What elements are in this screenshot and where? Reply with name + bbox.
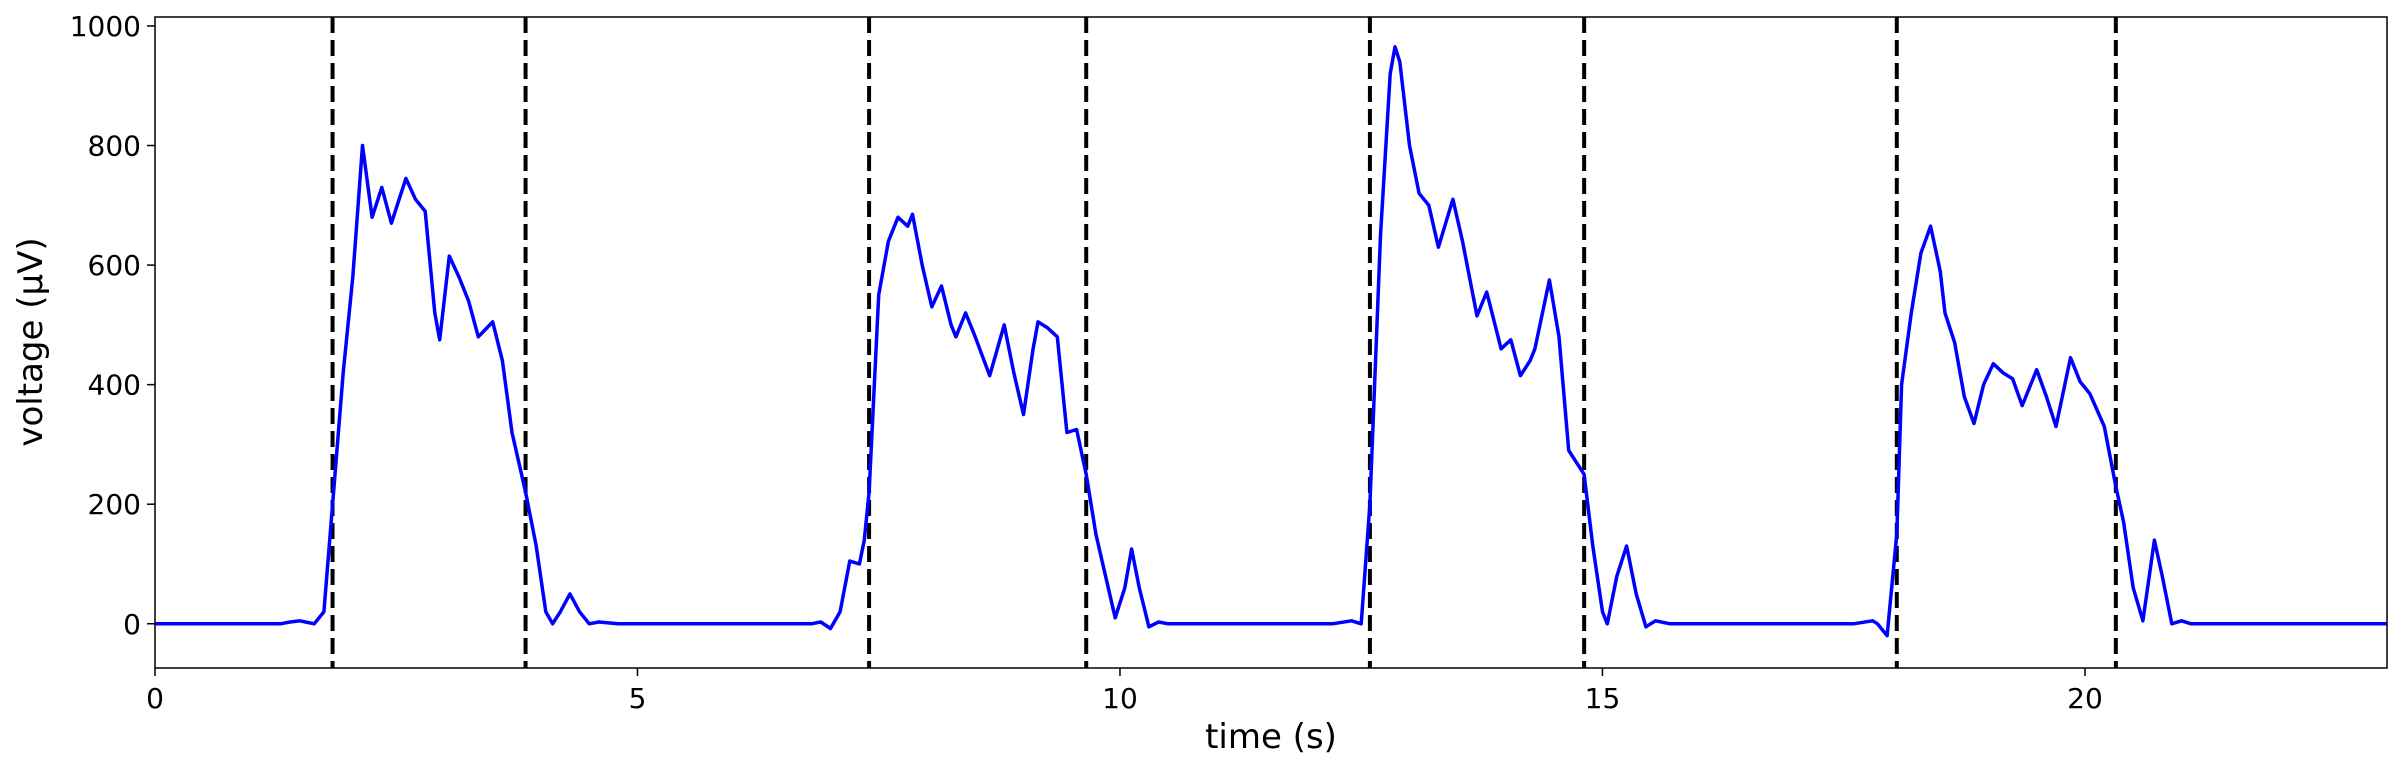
x-tick-label: 15: [1585, 682, 1621, 715]
x-tick-label: 5: [629, 682, 647, 715]
x-tick-label: 0: [146, 682, 164, 715]
y-tick-label: 200: [88, 488, 141, 521]
x-tick-label: 10: [1102, 682, 1138, 715]
y-axis-label: voltage (μV): [11, 237, 51, 446]
y-tick-label: 800: [88, 130, 141, 163]
y-tick-label: 0: [123, 608, 141, 641]
plot-frame: [154, 16, 2388, 669]
x-axis-label: time (s): [1205, 717, 1337, 757]
x-tick-label: 20: [2067, 682, 2103, 715]
y-tick-label: 600: [88, 249, 141, 282]
y-tick-label: 400: [88, 369, 141, 402]
y-tick-label: 1000: [70, 10, 141, 43]
signal-line: [155, 45, 2387, 638]
